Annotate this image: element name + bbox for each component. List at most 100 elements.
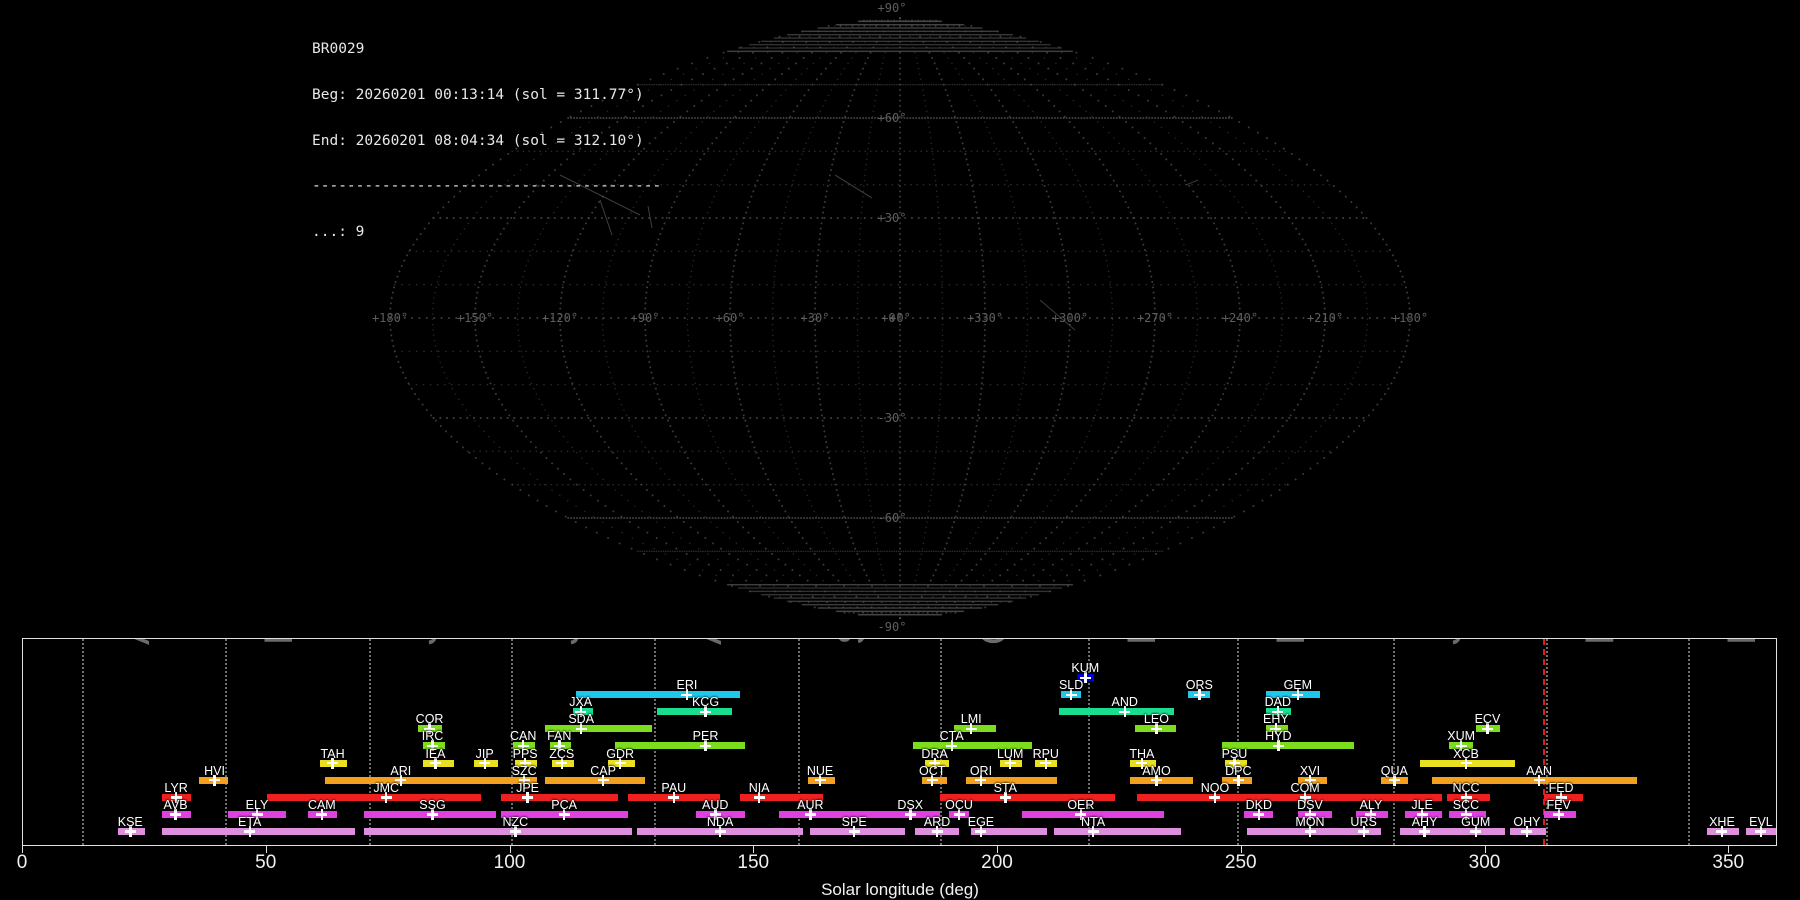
shower-label: ORS xyxy=(1185,678,1213,693)
shower-bar[interactable] xyxy=(966,776,1057,784)
shower-bar[interactable] xyxy=(1136,793,1262,801)
shower-label: COR xyxy=(415,712,444,727)
shower-peak-marker xyxy=(1533,774,1545,786)
shower-label: NZC xyxy=(502,814,529,829)
shower-peak-marker xyxy=(427,740,438,752)
shower-label: OCU xyxy=(945,797,973,812)
shower-peak-marker xyxy=(700,706,711,718)
sky-lon-label: +0° xyxy=(889,311,911,325)
shower-peak-marker xyxy=(1193,689,1205,701)
shower-label: KCG xyxy=(691,695,720,710)
x-tick xyxy=(1240,846,1242,853)
sky-lat-label: -60° xyxy=(878,511,907,525)
shower-peak-marker xyxy=(553,740,565,752)
x-tick xyxy=(753,846,755,853)
shower-peak-marker xyxy=(929,757,941,769)
shower-label: AHY xyxy=(1411,814,1438,829)
sky-lat-label: -30° xyxy=(878,411,907,425)
shower-peak-marker xyxy=(1075,808,1087,820)
shower-label: FED xyxy=(1548,780,1574,795)
shower-bar[interactable] xyxy=(778,810,889,818)
shower-label: OHY xyxy=(1513,814,1541,829)
sky-lon-label: +30° xyxy=(801,311,830,325)
shower-label: GEM xyxy=(1283,678,1313,693)
x-tick-label: 150 xyxy=(737,852,770,873)
shower-peak-marker xyxy=(1209,791,1221,803)
shower-label: DPC xyxy=(1225,763,1252,778)
shower-peak-marker xyxy=(1136,757,1148,769)
sky-lat-label: +0° xyxy=(881,311,903,325)
shower-label: STA xyxy=(993,780,1018,795)
shower-peak-marker xyxy=(522,791,534,803)
shower-bar[interactable] xyxy=(544,725,652,733)
shower-peak-marker xyxy=(975,825,987,837)
sky-lon-label: +120° xyxy=(542,311,578,325)
shower-bar[interactable] xyxy=(1261,793,1442,801)
shower-label: NOO xyxy=(1200,780,1230,795)
shower-label: HVI xyxy=(204,763,225,778)
shower-bar[interactable] xyxy=(500,793,618,801)
month-label-sep: SEP xyxy=(830,639,875,645)
shower-bar[interactable] xyxy=(656,708,733,716)
shower-peak-marker xyxy=(1460,808,1472,820)
chart-plot-area: APR MAY JUN JUL AUG SEP OCT NOV DEC JAN FEB MAR KUM E… xyxy=(22,638,1777,846)
header-begin: Beg: 20260201 00:13:14 (sol = 311.77°) xyxy=(312,87,644,104)
shower-bar[interactable] xyxy=(739,793,823,801)
shower-peak-marker xyxy=(575,723,587,735)
month-label-may: MAY xyxy=(257,639,302,645)
shower-bar[interactable] xyxy=(544,776,645,784)
x-tick-label: 200 xyxy=(981,852,1013,873)
shower-bar[interactable] xyxy=(1054,827,1181,835)
shower-bar[interactable] xyxy=(161,827,355,835)
sky-lon-label: +330° xyxy=(967,311,1003,325)
shower-peak-marker xyxy=(575,706,587,718)
shower-label: ALY xyxy=(1359,797,1383,812)
sky-lon-label: +180° xyxy=(372,311,408,325)
shower-label: FAN xyxy=(547,729,572,744)
month-label-mar: MAR xyxy=(1720,639,1765,645)
shower-peak-marker xyxy=(946,740,958,752)
x-tick xyxy=(509,846,511,853)
month-label-nov: NOV xyxy=(1120,639,1165,645)
shower-bar[interactable] xyxy=(1058,708,1174,716)
activity-chart: APR MAY JUN JUL AUG SEP OCT NOV DEC JAN FEB MAR KUM E… xyxy=(0,630,1800,900)
shower-label: AND xyxy=(1111,695,1138,710)
shower-label: PCA xyxy=(551,797,577,812)
shower-peak-marker xyxy=(1481,723,1493,735)
x-tick-label: 0 xyxy=(16,852,28,873)
shower-bar[interactable] xyxy=(1246,827,1354,835)
shower-peak-marker xyxy=(953,808,965,820)
shower-bar[interactable] xyxy=(364,827,633,835)
shower-label: DRA xyxy=(921,746,948,761)
shower-bar[interactable] xyxy=(939,793,1115,801)
shower-label: THA xyxy=(1129,746,1155,761)
shower-peak-marker xyxy=(975,774,987,786)
shower-bar[interactable] xyxy=(325,776,516,784)
shower-peak-marker xyxy=(1460,757,1472,769)
shower-bar[interactable] xyxy=(1222,742,1354,750)
shower-bar[interactable] xyxy=(576,691,740,699)
shower-label: AVB xyxy=(163,797,188,812)
shower-label: ERI xyxy=(676,678,698,693)
month-gridline xyxy=(81,639,84,845)
shower-bar[interactable] xyxy=(1022,810,1164,818)
shower-peak-marker xyxy=(965,723,977,735)
shower-peak-marker xyxy=(931,825,943,837)
shower-peak-marker xyxy=(1232,774,1244,786)
x-tick xyxy=(265,846,267,853)
shower-bar[interactable] xyxy=(266,793,482,801)
month-gridline xyxy=(369,639,372,845)
shower-label: KSE xyxy=(117,814,143,829)
shower-peak-marker xyxy=(848,825,860,837)
month-label-aug: AUG xyxy=(686,639,731,645)
shower-label: JMC xyxy=(373,780,400,795)
shower-bar[interactable] xyxy=(912,742,1033,750)
shower-peak-marker xyxy=(1299,791,1311,803)
shower-peak-marker xyxy=(1228,757,1240,769)
shower-bar[interactable] xyxy=(971,827,1047,835)
shower-peak-marker xyxy=(429,757,441,769)
shower-label: OCT xyxy=(918,763,946,778)
shower-bar[interactable] xyxy=(615,742,745,750)
shower-label: SPE xyxy=(841,814,867,829)
shower-label: GUM xyxy=(1461,814,1491,829)
